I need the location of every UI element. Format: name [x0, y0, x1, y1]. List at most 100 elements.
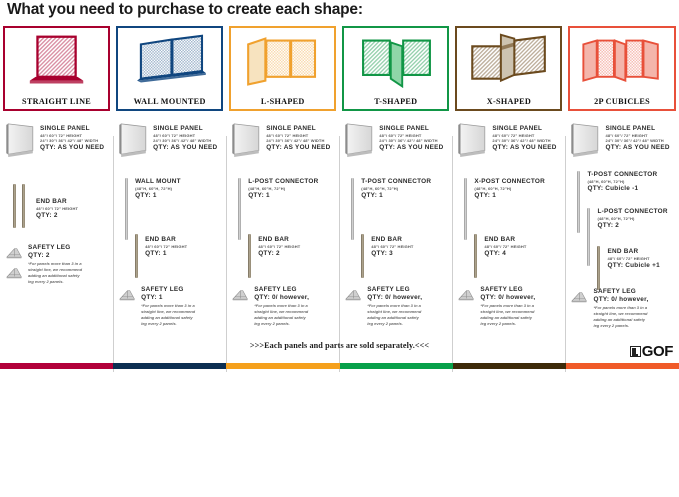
part-quantity: QTY: 0/ however,: [480, 294, 536, 301]
part-name: SAFETY LEG: [254, 286, 297, 293]
part-quantity: QTY: AS YOU NEED: [605, 144, 670, 152]
gof-logo: GOF: [629, 344, 673, 359]
shape-column-l-shaped: L-SHAPED SINGLE PANEL 48"/ 60"/ 72" HEIGH…: [226, 24, 340, 382]
end-bar-icon: [597, 246, 601, 290]
part-name: END BAR: [371, 236, 403, 243]
shape-label-t-shaped: T-SHAPED: [374, 97, 418, 106]
part-dimension-1: 48"/ 60"/ 72" HEIGHT: [40, 133, 83, 139]
band-segment-t-shaped: [339, 363, 453, 369]
safety-leg-icon: [6, 268, 22, 279]
single-panel-icon: [6, 123, 34, 158]
shape-column-2p-cubicles: 2P CUBICLES SINGLE PANEL 48"/ 60"/ 72" HE…: [565, 24, 679, 382]
shape-diagram-x-shaped-icon: [457, 31, 560, 89]
single-panel-icon: [571, 123, 599, 158]
part-dimension-1: (48"H, 60"H, 72"H): [587, 179, 625, 185]
part-name: T-POST CONNECTOR: [361, 178, 432, 185]
shape-columns: STRAIGHT LINE SINGLE PANEL 48"/ 60"/ 72" …: [0, 24, 679, 382]
bottom-section: Designing Workstation with GOF: Partitio…: [0, 372, 679, 497]
shape-card-t-shaped[interactable]: T-SHAPED: [342, 26, 450, 111]
column-divider: [113, 136, 115, 382]
shape-card-x-shaped[interactable]: X-SHAPED: [455, 26, 563, 111]
shape-diagram-wall-mounted-icon: [118, 31, 221, 89]
end-bar-icon: [13, 184, 29, 228]
part-dimension-1: (48"H, 60"H, 72"H): [361, 186, 399, 192]
post-connector-icon: [351, 178, 355, 240]
part-dimension-1: 48"/ 60"/ 72" HEIGHT: [492, 133, 535, 139]
part-text-block: L-POST CONNECTOR (48"H, 60"H, 72"H) QTY: 2: [597, 208, 676, 229]
shape-card-wall-mounted[interactable]: WALL MOUNTED: [116, 26, 224, 111]
safety-leg-icon: [345, 290, 362, 301]
part-dimension-1: 48"/ 60"/ 72" HEIGHT: [258, 244, 301, 250]
post-connector-icon: [125, 178, 129, 240]
sold-separately-note: >>>Each panels and parts are sold separa…: [249, 341, 430, 350]
post-connector-icon: [587, 208, 591, 266]
part-text-block: SAFETY LEG QTY: 0/ however, *For panels mo…: [254, 286, 337, 327]
shape-label-l-shaped: L-SHAPED: [260, 97, 305, 106]
part-name: END BAR: [258, 236, 290, 243]
single-panel-icon-wrap: [4, 122, 37, 163]
part-dimension-1: 48"/ 60"/ 72" HEIGHT: [145, 244, 188, 250]
post-connector-icon: [238, 178, 242, 240]
part-quantity: QTY: 1: [141, 294, 163, 301]
single-panel-icon-wrap: [569, 122, 602, 163]
part-quantity: QTY: 0/ however,: [367, 294, 423, 301]
part-dimension-1: 48"/ 60"/ 72" HEIGHT: [371, 244, 414, 250]
end-bar-icon: [248, 234, 252, 278]
single-panel-icon: [458, 123, 486, 158]
part-text-block: WALL MOUNT (48"H, 60"H, 72"H) QTY: 1: [135, 178, 224, 199]
part-quantity: QTY: 4: [484, 250, 506, 258]
shape-card-l-shaped[interactable]: L-SHAPED: [229, 26, 337, 111]
part-dimension-2: 24"/ 30"/ 36"/ 42"/ 48" WIDTH: [379, 138, 438, 144]
safety-leg-icon: [6, 248, 22, 259]
shape-label-2p-cubicles: 2P CUBICLES: [594, 97, 650, 106]
part-quantity: QTY: 1: [474, 192, 496, 200]
part-text-block: SAFETY LEG QTY: 0/ however, *For panels mo…: [480, 286, 563, 327]
part-dimension-1: (48"H, 60"H, 72"H): [135, 186, 173, 192]
shape-column-t-shaped: T-SHAPED SINGLE PANEL 48"/ 60"/ 72" HEIGH…: [339, 24, 453, 382]
part-name: SAFETY LEG: [141, 286, 184, 293]
part-note: *For panels more than 3 in a straight li…: [480, 302, 535, 327]
part-dimension-1: 48"/ 60"/ 72" HEIGHT: [36, 206, 79, 212]
part-quantity: QTY: AS YOU NEED: [492, 144, 557, 152]
part-note: *For panels more than 3 in a straight li…: [367, 302, 422, 327]
single-panel-icon-wrap: [343, 122, 376, 163]
safety-leg-icon-wrap: [6, 246, 23, 284]
end-bar-icon: [474, 234, 478, 278]
part-name: END BAR: [145, 236, 176, 243]
part-text-block: END BAR 48"/ 60"/ 72" HEIGHT QTY: 3: [371, 236, 450, 257]
part-dimension-1: 48"/ 60"/ 72" HEIGHT: [607, 256, 650, 262]
safety-leg-icon-wrap: [571, 290, 588, 308]
part-name: L-POST CONNECTOR: [597, 208, 668, 215]
shape-card-2p-cubicles[interactable]: 2P CUBICLES: [568, 26, 676, 111]
part-text-block: X-POST CONNECTOR (48"H, 60"H, 72"H) QTY: 1: [474, 178, 563, 199]
part-name: SAFETY LEG: [28, 244, 71, 251]
shape-card-straight-line[interactable]: STRAIGHT LINE: [3, 26, 111, 111]
safety-leg-icon-wrap: [119, 288, 136, 306]
parts-list: SINGLE PANEL 48"/ 60"/ 72" HEIGHT 24"/ 30"…: [339, 116, 452, 360]
part-name: END BAR: [36, 198, 67, 205]
single-panel-icon: [345, 123, 373, 158]
part-quantity: QTY: Cubicle +1: [607, 262, 660, 270]
part-dimension-1: (48"H, 60"H, 72"H): [248, 186, 286, 192]
part-text-block: SAFETY LEG QTY: 0/ however, *For panels mo…: [593, 288, 676, 329]
part-text-block: SAFETY LEG QTY: 2 *For panels more than 3 …: [28, 244, 111, 285]
part-name: SINGLE PANEL: [153, 125, 203, 132]
part-text-block: END BAR 48"/ 60"/ 72" HEIGHT QTY: 2: [258, 236, 337, 257]
part-text-block: L-POST CONNECTOR (48"H, 60"H, 72"H) QTY: 1: [248, 178, 337, 199]
part-dimension-1: 48"/ 60"/ 72" HEIGHT: [379, 133, 422, 139]
end-bar-icon: [135, 234, 139, 278]
part-text-block: END BAR 48"/ 60"/ 72" HEIGHT QTY: 2: [36, 198, 111, 219]
part-text-block: SINGLE PANEL 48"/ 60"/ 72" HEIGHT 24"/ 30"…: [266, 125, 337, 151]
part-quantity: QTY: Cubicle -1: [587, 185, 639, 193]
safety-leg-icon: [232, 290, 249, 301]
part-note: *For panels more than 3 in a straight li…: [254, 302, 309, 327]
single-panel-icon-wrap: [456, 122, 489, 163]
part-text-block: SAFETY LEG QTY: 0/ however, *For panels mo…: [367, 286, 450, 327]
single-panel-icon: [232, 123, 260, 158]
part-quantity: QTY: 1: [145, 250, 167, 258]
part-quantity: QTY: AS YOU NEED: [266, 144, 331, 152]
shape-label-straight-line: STRAIGHT LINE: [22, 97, 92, 106]
part-dimension-1: (48"H, 60"H, 72"H): [597, 216, 635, 222]
part-quantity: QTY: 2: [28, 252, 50, 259]
color-band: [0, 363, 679, 369]
